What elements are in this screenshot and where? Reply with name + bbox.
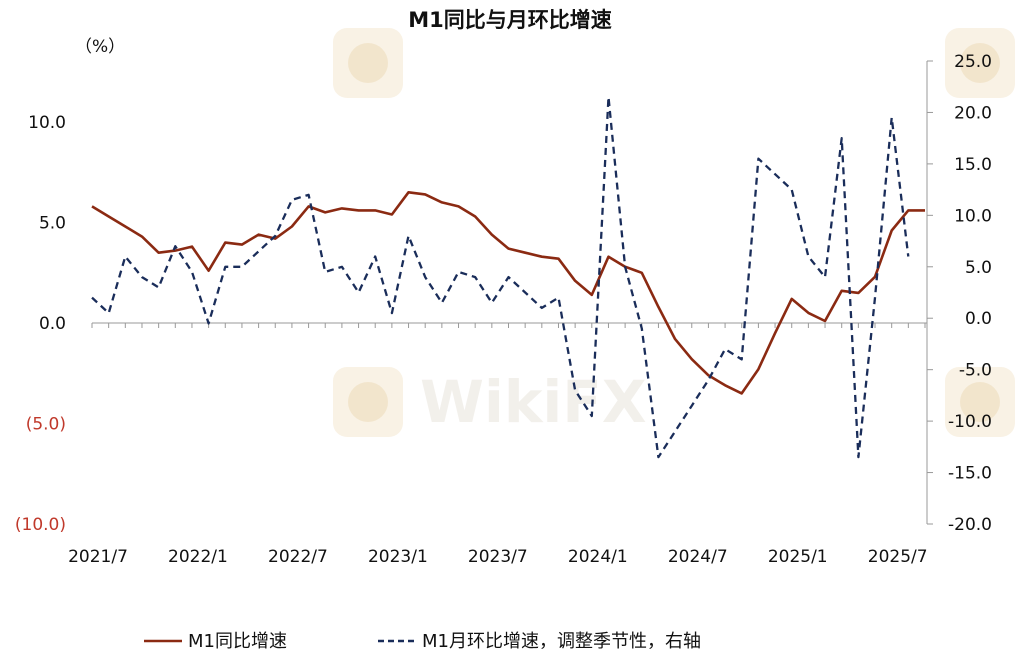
- x-tick-label: 2023/1: [368, 547, 428, 567]
- watermark-logo-icon: [945, 28, 1015, 98]
- x-tick-label: 2023/7: [468, 547, 528, 567]
- right-tick-label: 15.0: [954, 155, 992, 175]
- watermark-logo-icon: [945, 367, 1015, 437]
- watermark-text: WikiFX: [420, 368, 647, 436]
- right-tick-label: 5.0: [965, 258, 992, 278]
- right-tick-label: -5.0: [959, 361, 992, 381]
- right-axis-ticks: 25.0 20.0 15.0 10.0 5.0 0.0 -5.0 -10.0 -15.0 -20.…: [948, 52, 992, 535]
- watermark-layer: WikiFX: [333, 28, 1015, 437]
- x-tick-label: 2025/7: [868, 547, 928, 567]
- left-axis-ticks: 10.0 5.0 0.0 (5.0) (10.0): [15, 113, 66, 535]
- series-layer: [91, 95, 925, 459]
- legend-label-m1-yoy: M1同比增速: [188, 631, 287, 652]
- right-tick-label: 20.0: [954, 103, 992, 123]
- series-line-m1-mom: [91, 95, 910, 459]
- x-tick-label: 2021/7: [68, 547, 128, 567]
- left-tick-label: (5.0): [26, 415, 66, 435]
- left-tick-label: 0.0: [39, 314, 66, 334]
- x-tick-label: 2024/1: [568, 547, 628, 567]
- right-tick-label: 25.0: [954, 52, 992, 72]
- left-tick-label: 5.0: [39, 214, 66, 234]
- watermark-logo-icon: [333, 367, 403, 437]
- left-tick-label: 10.0: [28, 113, 66, 133]
- left-axis-unit: （%）: [75, 37, 125, 57]
- x-tick-label: 2022/7: [268, 547, 328, 567]
- right-tick-label: 0.0: [965, 309, 992, 329]
- x-tick-label: 2024/7: [668, 547, 728, 567]
- right-tick-label: -15.0: [948, 464, 992, 484]
- axes: [91, 60, 933, 525]
- watermark-logo-icon: [333, 28, 403, 98]
- right-tick-label: -20.0: [948, 515, 992, 535]
- left-tick-label: (10.0): [15, 515, 66, 535]
- chart-title: M1同比与月环比增速: [408, 8, 612, 32]
- right-tick-label: -10.0: [948, 412, 992, 432]
- series-line-m1-yoy: [91, 191, 925, 395]
- x-axis-ticks: 2021/7 2022/1 2022/7 2023/1 2023/7 2024/1 2024…: [68, 547, 927, 567]
- legend: M1同比增速 M1月环比增速，调整季节性，右轴: [144, 631, 701, 652]
- legend-label-m1-mom: M1月环比增速，调整季节性，右轴: [422, 631, 701, 652]
- x-tick-label: 2025/1: [768, 547, 828, 567]
- right-tick-label: 10.0: [954, 206, 992, 226]
- x-tick-label: 2022/1: [168, 547, 228, 567]
